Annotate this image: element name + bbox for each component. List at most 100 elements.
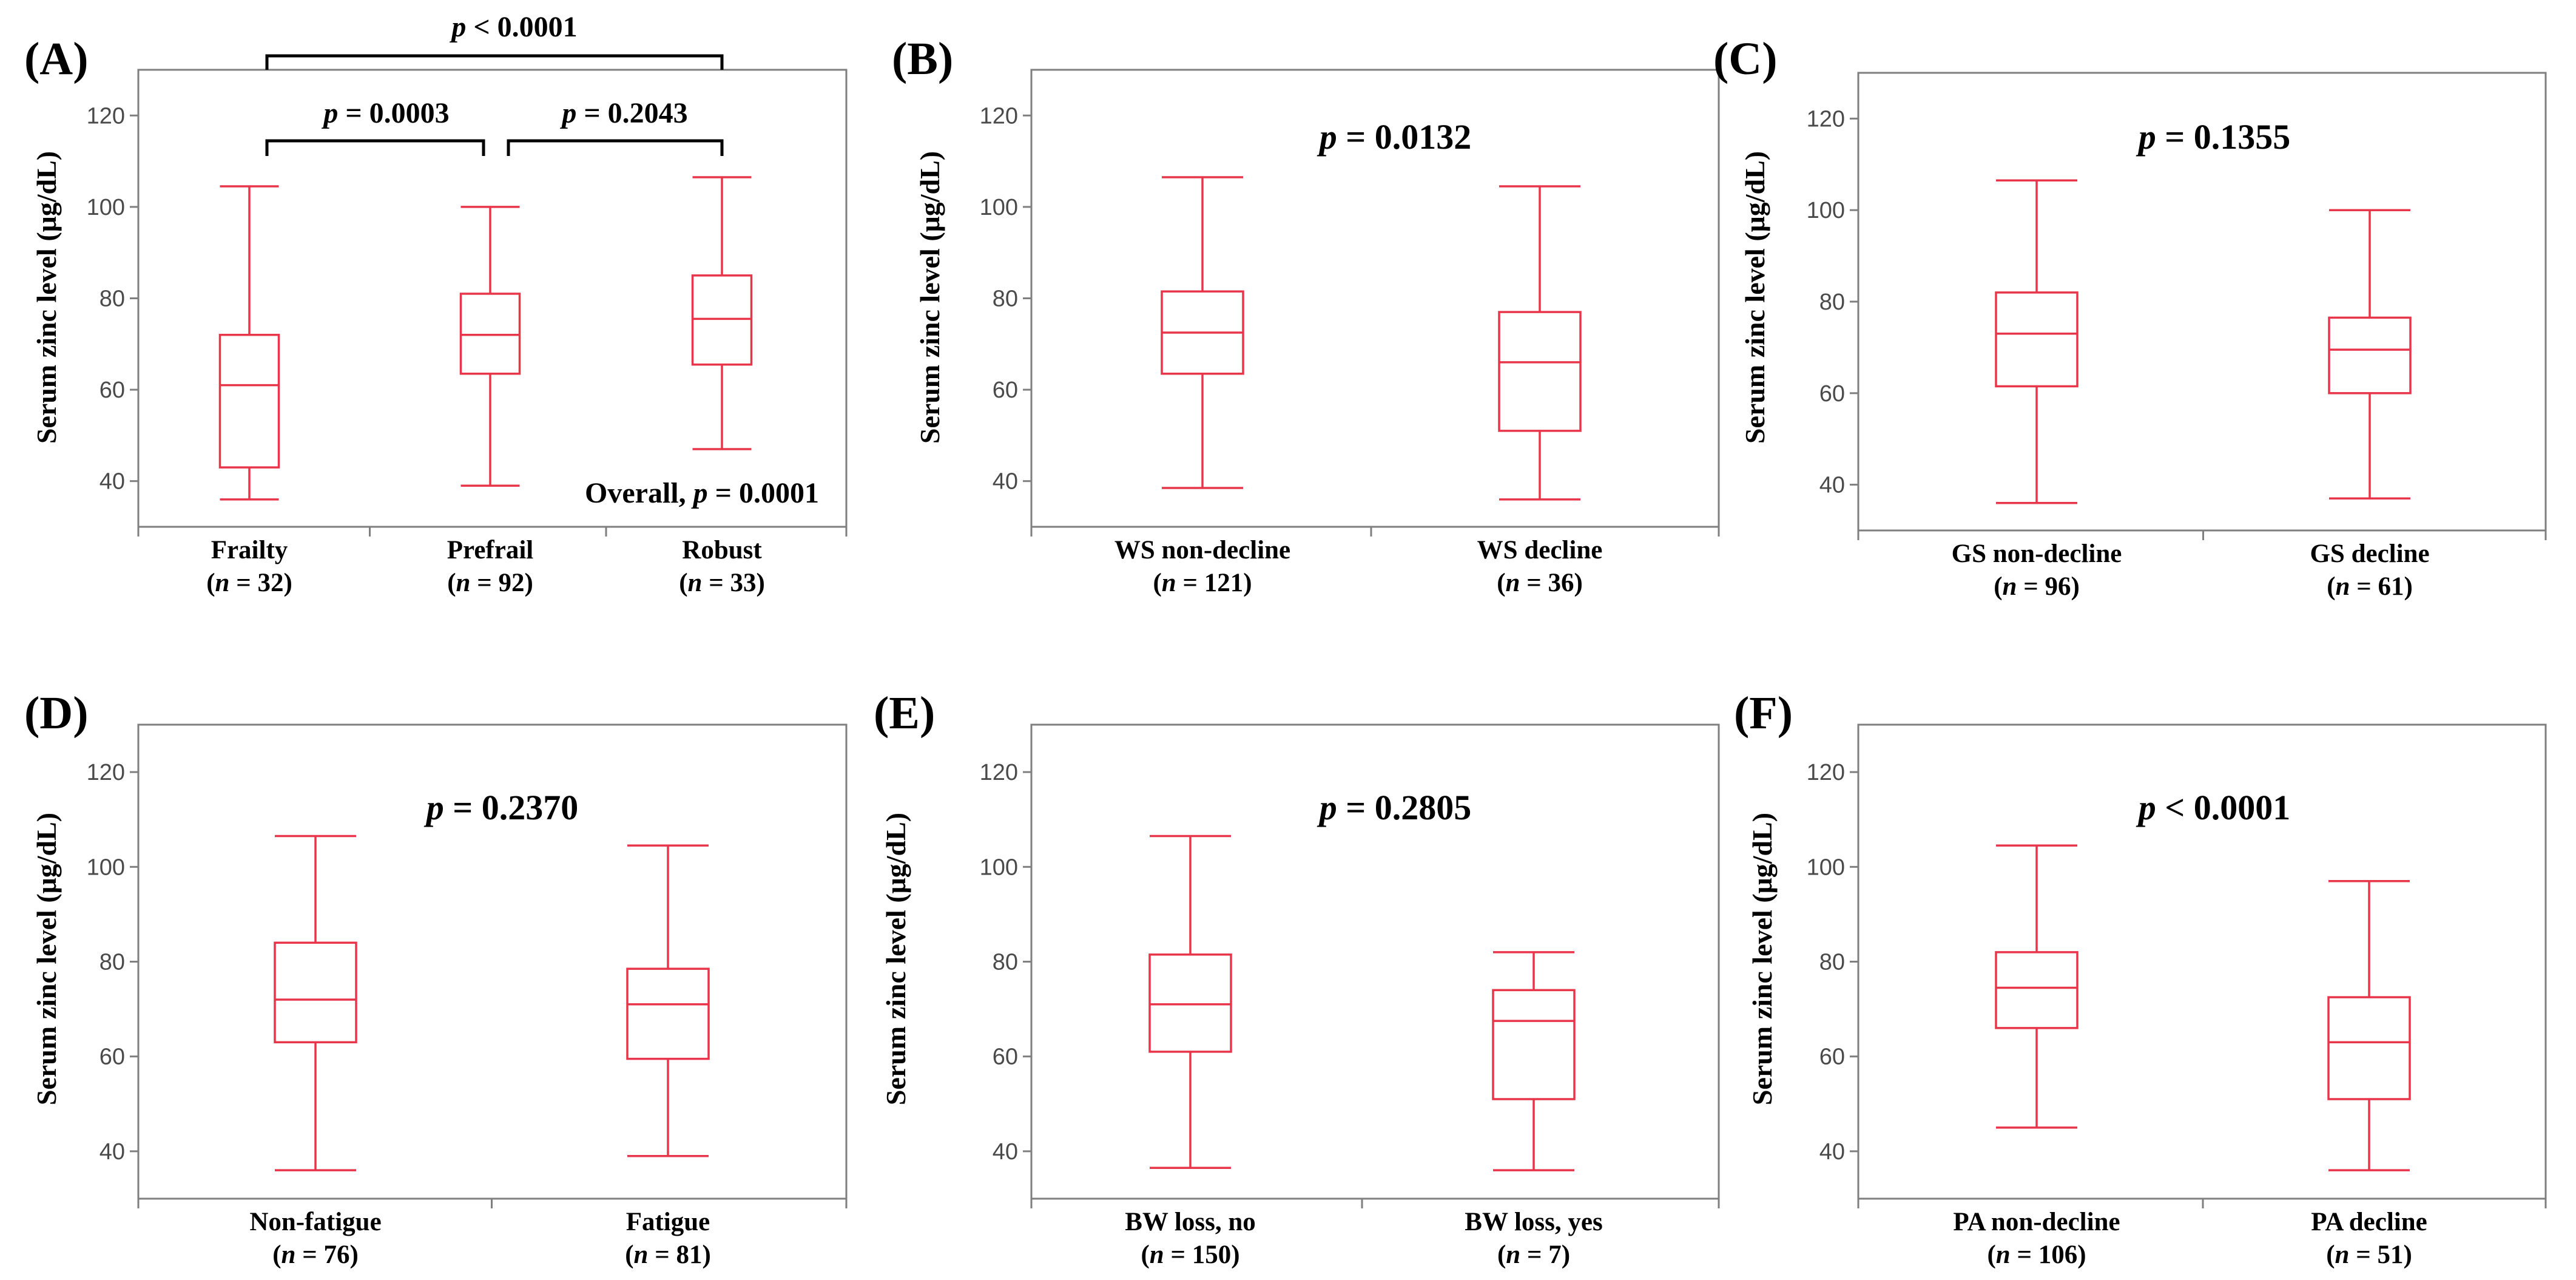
panel-a-box-2-iqr <box>691 274 753 366</box>
panel-f-category-n-0: (n = 106) <box>1987 1241 2086 1269</box>
panel-a-box-1 <box>459 206 521 487</box>
panel-e-group: (E) 40 60 80 100 120 Serum zinc level (μg/dL) B… <box>874 688 1720 1269</box>
panel-c-ytick-label-40: 40 <box>1819 473 1845 498</box>
panel-b-y-axis-label: Serum zinc level (μg/dL) <box>914 151 945 444</box>
panel-b-category-label-0: WS non-decline <box>1114 536 1290 564</box>
panel-a-category-n-2: (n = 33) <box>679 569 765 597</box>
panel-c-category-n-0: (n = 96) <box>1994 572 2080 601</box>
panel-e-ytick-label-80: 80 <box>993 950 1018 975</box>
panel-e-category-label-1: BW loss, yes <box>1465 1208 1602 1236</box>
panel-d-ytick-label-60: 60 <box>99 1045 125 1070</box>
panel-e-category-label-0: BW loss, no <box>1125 1208 1255 1236</box>
panel-f-y-axis-label: Serum zinc level (μg/dL) <box>1747 813 1778 1105</box>
panel-c-group: (C) 40 60 80 100 120 Serum zinc level (μg/dL) G… <box>1713 33 2547 601</box>
panel-a-ytick-label-100: 100 <box>87 195 125 220</box>
panel-b-box-1 <box>1498 185 1582 501</box>
panel-b-box-0 <box>1161 176 1244 489</box>
panel-a-ytick-label-60: 60 <box>99 378 125 403</box>
panel-f-ytick-label-100: 100 <box>1807 855 1845 880</box>
panel-d-ytick-label-80: 80 <box>99 950 125 975</box>
panel-c-ytick-label-100: 100 <box>1807 198 1845 223</box>
panel-b-ytick-label-40: 40 <box>993 469 1018 495</box>
panel-f-group: (F) 40 60 80 100 120 Serum zinc level (μg/dL) P… <box>1734 688 2547 1269</box>
panel-a-plot-frame <box>137 69 848 528</box>
panel-d-category-label-0: Non-fatigue <box>249 1208 381 1236</box>
panel-f-ytick-label-60: 60 <box>1819 1045 1845 1070</box>
panel-f-box-0 <box>1995 844 2079 1129</box>
panel-d-group: (D) 40 60 80 100 120 Serum zinc level (μg/dL) N… <box>24 688 848 1269</box>
panel-b-ytick-label-100: 100 <box>980 195 1018 220</box>
panel-f-ytick-label-120: 120 <box>1807 760 1845 785</box>
panel-c-category-n-1: (n = 61) <box>2327 572 2413 601</box>
panel-f-ytick-label-80: 80 <box>1819 950 1845 975</box>
panel-e-box-1-iqr <box>1492 989 1576 1100</box>
panel-c-p-value: p = 0.1355 <box>2136 117 2291 157</box>
panel-e-category-n-0: (n = 150) <box>1141 1241 1239 1269</box>
panel-a-y-axis-label: Serum zinc level (μg/dL) <box>31 151 62 444</box>
panel-a-box-0 <box>218 185 280 501</box>
panel-d-category-n-0: (n = 76) <box>272 1241 359 1269</box>
panel-d-ytick-label-120: 120 <box>87 760 125 785</box>
panel-a-box-2 <box>691 176 753 450</box>
panel-d-p-value: p = 0.2370 <box>423 788 579 827</box>
panel-d-y-axis-label: Serum zinc level (μg/dL) <box>31 813 62 1105</box>
panel-c-ytick-label-120: 120 <box>1807 106 1845 132</box>
panel-f-box-1 <box>2327 879 2411 1171</box>
panel-a-comparison-1: p = 0.2043 <box>507 97 724 156</box>
panel-f-ytick-label-40: 40 <box>1819 1139 1845 1165</box>
panel-c-ytick-label-80: 80 <box>1819 290 1845 315</box>
panel-e-y-axis-label: Serum zinc level (μg/dL) <box>880 813 911 1105</box>
panel-d-ytick-label-40: 40 <box>99 1139 125 1165</box>
panel-e-ytick-label-40: 40 <box>993 1139 1018 1165</box>
panel-a-box-0-iqr <box>218 333 280 469</box>
panel-b-ytick-label-80: 80 <box>993 286 1018 312</box>
panel-d-box-0 <box>274 835 357 1171</box>
panel-c-y-axis-label: Serum zinc level (μg/dL) <box>1739 151 1770 444</box>
panel-a-category-label-0: Frailty <box>211 536 288 564</box>
panel-e-box-0 <box>1148 835 1232 1169</box>
panel-f-p-value: p < 0.0001 <box>2136 788 2291 827</box>
panel-c-category-label-1: GS decline <box>2310 540 2429 568</box>
panel-e-box-1 <box>1492 951 1576 1171</box>
panel-b-group: (B) 40 60 80 100 120 Serum zinc level (μg/dL) W… <box>892 33 1720 597</box>
panel-a-category-label-2: Robust <box>682 536 762 564</box>
panel-c-box-0-iqr <box>1995 291 2079 388</box>
panel-a-comparison-p-1: p = 0.2043 <box>559 97 687 129</box>
panel-b-ytick-label-120: 120 <box>980 103 1018 129</box>
panel-d-label: (D) <box>24 688 89 739</box>
panel-a-category-n-0: (n = 32) <box>206 569 292 597</box>
panel-d-ytick-label-100: 100 <box>87 855 125 880</box>
panel-c-box-1-iqr <box>2328 316 2412 394</box>
panel-c-category-label-0: GS non-decline <box>1952 540 2122 568</box>
panel-a-label: (A) <box>24 33 89 84</box>
panel-e-category-n-1: (n = 7) <box>1497 1241 1570 1269</box>
panel-b-box-1-iqr <box>1498 311 1582 432</box>
panel-a-p-value: Overall, p = 0.0001 <box>585 477 819 509</box>
panel-a-comparison-bracket-1 <box>507 139 724 156</box>
panel-b-label: (B) <box>892 33 953 84</box>
panel-a-comparison-0: p = 0.0003 <box>265 97 485 156</box>
panel-b-category-n-1: (n = 36) <box>1497 569 1583 597</box>
panel-c-box-1 <box>2328 209 2412 499</box>
panel-a-comparison-p-0: p = 0.0003 <box>321 97 449 129</box>
panel-a-comparison-2: p < 0.0001 <box>265 11 724 70</box>
panel-d-box-1 <box>626 844 710 1157</box>
panel-e-ytick-label-120: 120 <box>980 760 1018 785</box>
panel-e-p-value: p = 0.2805 <box>1317 788 1472 827</box>
panel-a-ytick-label-120: 120 <box>87 103 125 129</box>
panel-f-box-0-iqr <box>1995 951 2079 1029</box>
panel-e-ytick-label-100: 100 <box>980 855 1018 880</box>
panel-a-box-1-iqr <box>459 293 521 375</box>
panel-a-category-n-1: (n = 92) <box>447 569 533 597</box>
panel-a-comparison-bracket-2 <box>265 54 724 70</box>
panel-d-category-label-1: Fatigue <box>626 1208 710 1236</box>
panel-c-ytick-label-60: 60 <box>1819 381 1845 407</box>
panel-d-box-1-iqr <box>626 967 710 1060</box>
panel-a-group: (A) 40 60 80 100 120 Serum zinc level (μg/dL) F… <box>24 11 848 597</box>
panel-f-category-n-1: (n = 51) <box>2326 1241 2412 1269</box>
panel-b-category-label-1: WS decline <box>1477 536 1603 564</box>
panel-b-ytick-label-60: 60 <box>993 378 1018 403</box>
panel-f-category-label-0: PA non-decline <box>1953 1208 2120 1236</box>
panel-c-label: (C) <box>1713 33 1778 84</box>
